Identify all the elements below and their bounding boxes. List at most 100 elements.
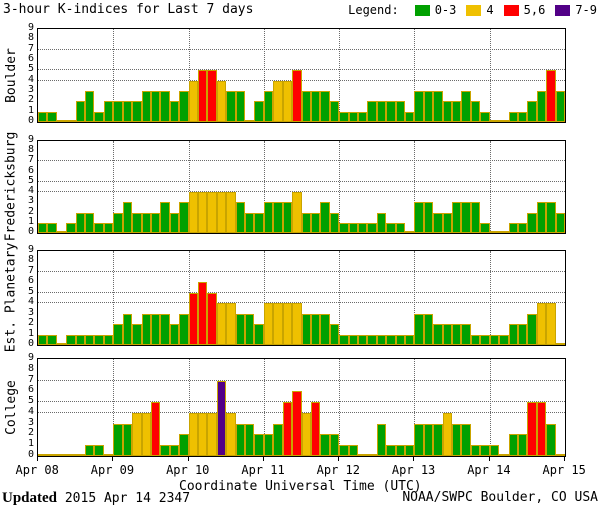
y-tick-label: 3 bbox=[27, 195, 34, 207]
k-index-bar bbox=[424, 202, 433, 233]
k-index-bar bbox=[480, 112, 490, 122]
threshold-gridline-k7 bbox=[38, 48, 565, 50]
k-index-bar bbox=[292, 192, 302, 233]
k-index-bar bbox=[546, 424, 556, 456]
k-index-bar bbox=[320, 202, 330, 233]
k-index-bar bbox=[123, 202, 132, 233]
k-index-bar bbox=[433, 213, 443, 233]
k-index-bar bbox=[142, 91, 151, 122]
k-index-bar bbox=[245, 120, 254, 122]
k-index-bar bbox=[207, 293, 217, 345]
k-index-bar bbox=[76, 101, 85, 122]
k-index-bar bbox=[330, 213, 339, 233]
k-index-bar bbox=[349, 335, 358, 345]
k-index-bar bbox=[311, 402, 320, 456]
k-index-bar bbox=[283, 402, 292, 456]
k-index-bar bbox=[47, 454, 57, 456]
k-index-bar bbox=[424, 314, 433, 345]
k-index-bar bbox=[433, 324, 443, 345]
k-index-bar bbox=[311, 91, 320, 122]
k-index-bar bbox=[151, 314, 160, 345]
k-index-bar bbox=[160, 314, 170, 345]
y-tick-label: 1 bbox=[27, 438, 34, 450]
threshold-gridline-k7 bbox=[38, 270, 565, 272]
k-index-bar bbox=[452, 101, 461, 122]
k-index-bar bbox=[66, 120, 76, 122]
k-index-bar bbox=[302, 91, 311, 122]
k-index-bar bbox=[160, 91, 170, 122]
k-index-bar bbox=[198, 70, 207, 122]
k-index-bar bbox=[104, 335, 113, 345]
k-index-bar bbox=[414, 202, 424, 233]
k-index-bar bbox=[273, 303, 283, 345]
y-tick-label: 0 bbox=[27, 115, 34, 126]
k-index-bar bbox=[302, 314, 311, 345]
k-index-bar bbox=[320, 314, 330, 345]
y-tick-label: 2 bbox=[27, 205, 34, 217]
x-tick-label: Apr 13 bbox=[391, 463, 436, 477]
k-index-bar bbox=[414, 91, 424, 122]
x-tick-label: Apr 09 bbox=[90, 463, 135, 477]
day-gridline bbox=[414, 141, 416, 233]
k-index-bar bbox=[537, 303, 546, 345]
k-index-bar bbox=[132, 324, 142, 345]
y-tick-label: 2 bbox=[27, 427, 34, 439]
k-index-bar bbox=[358, 335, 367, 345]
k-index-bar bbox=[104, 454, 113, 456]
k-index-bar bbox=[273, 202, 283, 233]
k-index-bar bbox=[151, 213, 160, 233]
panel-college bbox=[37, 358, 566, 457]
k-index-bar bbox=[339, 223, 349, 233]
k-index-bar bbox=[170, 101, 179, 122]
k-index-bar bbox=[151, 402, 160, 456]
y-tick-label: 4 bbox=[27, 73, 34, 85]
k-index-bar bbox=[452, 202, 461, 233]
k-index-bar bbox=[217, 192, 226, 233]
day-gridline bbox=[489, 29, 491, 122]
k-index-bar bbox=[207, 192, 217, 233]
k-index-bar bbox=[179, 434, 189, 456]
k-index-bar bbox=[367, 454, 377, 456]
y-tick-label: 9 bbox=[27, 134, 34, 145]
panel-boulder bbox=[37, 28, 566, 123]
y-tick-label: 0 bbox=[27, 449, 34, 460]
k-index-bar bbox=[330, 434, 339, 456]
k-index-bar bbox=[405, 335, 414, 345]
day-gridline bbox=[188, 29, 190, 122]
y-tick-label: 3 bbox=[27, 306, 34, 318]
k-index-bar bbox=[537, 91, 546, 122]
day-gridline bbox=[489, 251, 491, 345]
k-index-bar bbox=[273, 424, 283, 456]
k-index-bar bbox=[443, 101, 452, 122]
k-index-bar bbox=[76, 454, 85, 456]
k-index-bar bbox=[499, 120, 509, 122]
y-tick-label: 7 bbox=[27, 42, 34, 54]
y-tick-label: 1 bbox=[27, 104, 34, 116]
k-index-bar bbox=[236, 202, 245, 233]
y-tick-label: 7 bbox=[27, 373, 34, 385]
k-index-bar bbox=[283, 81, 292, 122]
k-index-bar bbox=[349, 223, 358, 233]
threshold-gridline-k4 bbox=[38, 191, 565, 193]
day-gridline bbox=[263, 141, 265, 233]
k-index-bar bbox=[386, 101, 396, 122]
k-index-bar bbox=[349, 112, 358, 122]
k-index-bar bbox=[490, 120, 499, 122]
k-index-bar bbox=[113, 324, 123, 345]
k-index-bar bbox=[236, 424, 245, 456]
k-index-bar bbox=[386, 335, 396, 345]
k-index-bar bbox=[330, 324, 339, 345]
k-index-bar bbox=[236, 91, 245, 122]
k-index-bar bbox=[358, 223, 367, 233]
k-index-bar bbox=[527, 314, 537, 345]
k-index-bar bbox=[198, 413, 207, 456]
x-tick bbox=[37, 457, 38, 461]
y-tick-label: 6 bbox=[27, 53, 34, 64]
k-index-bar bbox=[57, 231, 66, 233]
y-tick-label: 9 bbox=[27, 352, 34, 363]
k-index-bar bbox=[518, 223, 527, 233]
update-timestamp: Updated 2015 Apr 14 2347 bbox=[2, 490, 190, 507]
k-index-bar bbox=[367, 223, 377, 233]
legend-item: 7-9 bbox=[555, 3, 597, 17]
